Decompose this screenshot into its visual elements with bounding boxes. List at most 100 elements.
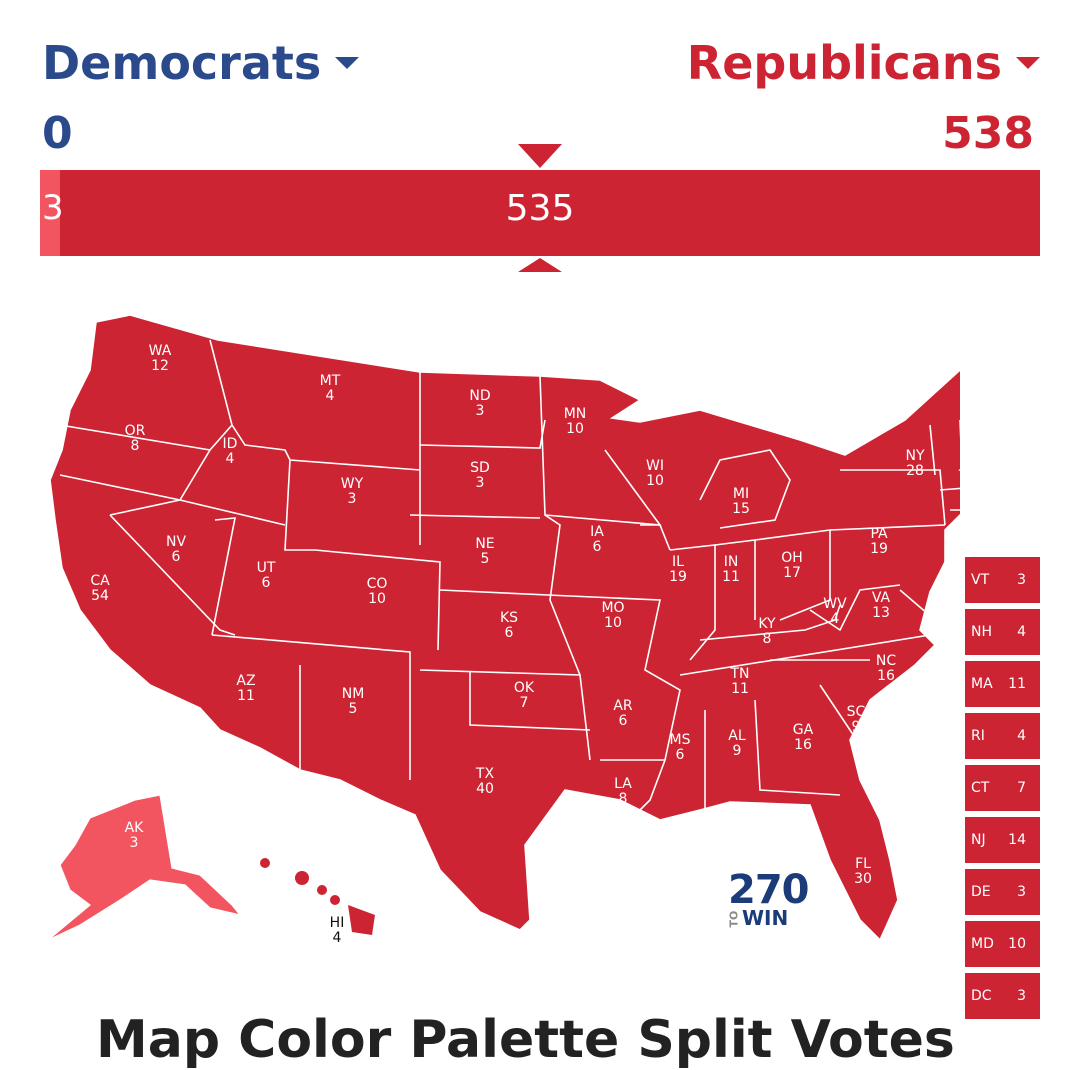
state-label-al[interactable]: AL 9 <box>728 728 746 759</box>
small-state-md[interactable]: MD 10 <box>965 921 1040 967</box>
state-ev: 6 <box>593 539 602 555</box>
state-label-mo[interactable]: MO 10 <box>601 600 624 631</box>
lean-republican-count: 3 <box>42 188 64 228</box>
state-ev: 8 <box>131 438 140 454</box>
state-label-tx[interactable]: TX 40 <box>475 766 495 797</box>
contiguous-us-landmass <box>49 314 960 942</box>
state-abbr: UT <box>257 560 276 576</box>
state-ev: 16 <box>877 668 895 684</box>
republicans-selector[interactable]: Republicans <box>687 40 1040 86</box>
state-ev: 5 <box>349 701 358 717</box>
state-abbr: WY <box>341 476 364 492</box>
state-label-ar[interactable]: AR 6 <box>613 698 633 729</box>
state-label-la[interactable]: LA 8 <box>614 776 632 807</box>
state-label-mi[interactable]: MI 15 <box>732 486 750 517</box>
state-label-ut[interactable]: UT 6 <box>257 560 276 591</box>
state-ev: 7 <box>1017 780 1026 796</box>
state-abbr: MA <box>971 676 993 692</box>
state-label-oh[interactable]: OH 17 <box>781 550 803 581</box>
state-label-hi[interactable]: HI 4 <box>330 915 345 946</box>
state-ev: 16 <box>794 737 812 753</box>
state-label-id[interactable]: ID 4 <box>223 436 238 467</box>
small-state-vt[interactable]: VT 3 <box>965 557 1040 603</box>
state-abbr: WI <box>646 458 664 474</box>
small-state-ct[interactable]: CT 7 <box>965 765 1040 811</box>
state-label-wy[interactable]: WY 3 <box>341 476 364 507</box>
state-abbr: TN <box>729 666 749 682</box>
state-label-il[interactable]: IL 19 <box>669 554 687 585</box>
state-label-ne[interactable]: NE 5 <box>475 536 494 567</box>
state-label-pa[interactable]: PA 19 <box>870 526 888 557</box>
state-label-ga[interactable]: GA 16 <box>793 722 814 753</box>
state-abbr: VA <box>872 590 891 606</box>
state-label-ok[interactable]: OK 7 <box>514 680 535 711</box>
small-state-nh[interactable]: NH 4 <box>965 609 1040 655</box>
state-label-ny[interactable]: NY 28 <box>905 448 924 479</box>
state-label-ak[interactable]: AK 3 <box>125 820 145 851</box>
state-abbr: IL <box>672 554 684 570</box>
state-label-or[interactable]: OR 8 <box>125 423 146 454</box>
state-label-ia[interactable]: IA 6 <box>590 524 604 555</box>
small-state-nj[interactable]: NJ 14 <box>965 817 1040 863</box>
state-label-fl[interactable]: FL 30 <box>854 856 872 887</box>
state-ev: 7 <box>520 695 529 711</box>
hawaii-islands <box>260 858 375 935</box>
state-ev: 4 <box>333 930 342 946</box>
state-ev: 9 <box>733 743 742 759</box>
state-abbr: CA <box>90 573 110 589</box>
state-label-tn[interactable]: TN 11 <box>729 666 749 697</box>
state-abbr: NC <box>876 653 896 669</box>
state-abbr: VT <box>971 572 990 588</box>
state-label-nv[interactable]: NV 6 <box>166 534 186 565</box>
state-abbr: MO <box>601 600 624 616</box>
state-abbr: LA <box>614 776 632 792</box>
state-label-va[interactable]: VA 13 <box>872 590 891 621</box>
state-abbr: OR <box>125 423 146 439</box>
state-label-ms[interactable]: MS 6 <box>670 732 691 763</box>
state-label-mt[interactable]: MT 4 <box>320 373 341 404</box>
small-state-dc[interactable]: DC 3 <box>965 973 1040 1019</box>
state-label-wv[interactable]: WV 4 <box>823 596 847 627</box>
state-label-ks[interactable]: KS 6 <box>500 610 518 641</box>
state-ev: 4 <box>1017 728 1026 744</box>
state-ev: 4 <box>326 388 335 404</box>
state-abbr: NJ <box>971 832 986 848</box>
state-label-in[interactable]: IN 11 <box>722 554 740 585</box>
state-ev: 4 <box>831 611 840 627</box>
chevron-down-icon <box>335 57 360 69</box>
270-marker-bottom <box>518 258 562 272</box>
state-abbr: HI <box>330 915 345 931</box>
state-ev: 10 <box>646 473 664 489</box>
state-label-nm[interactable]: NM 5 <box>342 686 365 717</box>
state-abbr: MS <box>670 732 691 748</box>
state-label-ca[interactable]: CA 54 <box>90 573 110 604</box>
state-ev: 6 <box>262 575 271 591</box>
state-label-co[interactable]: CO 10 <box>367 576 388 607</box>
state-ev: 6 <box>172 549 181 565</box>
state-label-sd[interactable]: SD 3 <box>470 460 490 491</box>
state-ev: 30 <box>854 871 872 887</box>
state-abbr: NM <box>342 686 365 702</box>
state-label-wi[interactable]: WI 10 <box>646 458 664 489</box>
small-state-ma[interactable]: MA 11 <box>965 661 1040 707</box>
state-ev: 10 <box>566 421 584 437</box>
democrats-selector[interactable]: Democrats <box>42 40 360 86</box>
state-label-az[interactable]: AZ 11 <box>236 673 255 704</box>
state-label-ky[interactable]: KY 8 <box>758 616 776 647</box>
state-ev: 10 <box>604 615 622 631</box>
state-label-nc[interactable]: NC 16 <box>876 653 896 684</box>
state-label-sc[interactable]: SC 9 <box>847 704 866 735</box>
state-abbr: IA <box>590 524 604 540</box>
state-label-mn[interactable]: MN 10 <box>564 406 587 437</box>
270-marker-top <box>518 144 562 168</box>
small-state-ri[interactable]: RI 4 <box>965 713 1040 759</box>
state-ev: 8 <box>619 791 628 807</box>
state-ev: 5 <box>481 551 490 567</box>
state-label-wa[interactable]: WA 12 <box>149 343 172 374</box>
state-label-nd[interactable]: ND 3 <box>469 388 490 419</box>
state-ev: 4 <box>1017 624 1026 640</box>
state-borders <box>59 339 960 811</box>
state-abbr: DC <box>971 988 992 1004</box>
small-state-de[interactable]: DE 3 <box>965 869 1040 915</box>
state-ev: 19 <box>669 569 687 585</box>
